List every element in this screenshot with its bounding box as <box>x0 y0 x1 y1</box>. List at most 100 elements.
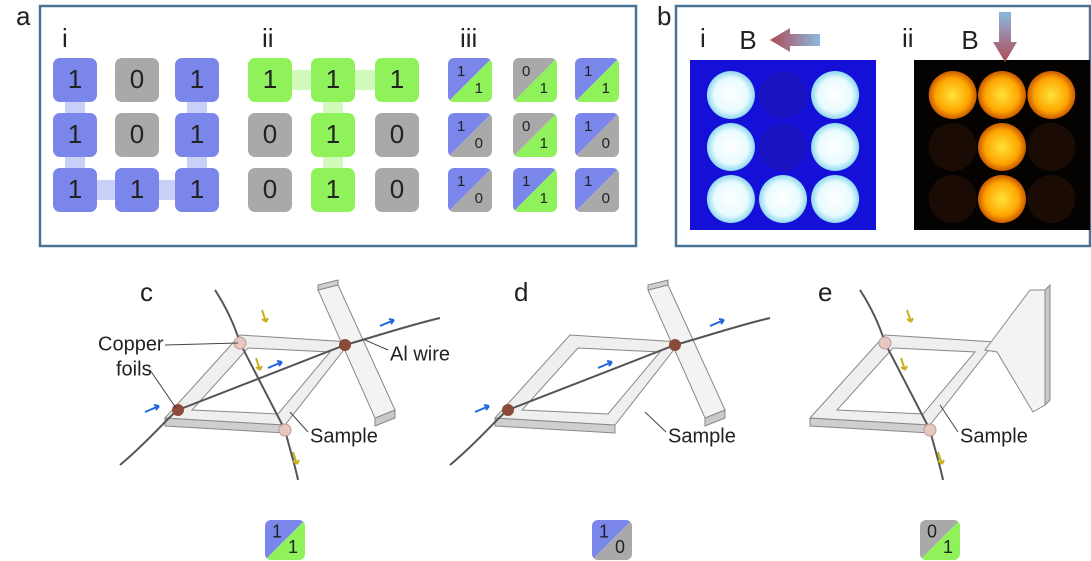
current-arrow <box>901 358 907 370</box>
leader-line <box>150 370 176 408</box>
lit-sample <box>707 175 755 223</box>
cell-digit: 1 <box>457 63 465 80</box>
cell-digit: 1 <box>457 173 465 190</box>
cell-digit: 1 <box>475 80 483 97</box>
cell-digit: 1 <box>943 537 953 557</box>
cell-digit: 1 <box>263 64 277 94</box>
cell-digit: 0 <box>475 135 483 152</box>
leader-line <box>645 412 666 432</box>
lit-sample <box>811 175 859 223</box>
cell-digit: 0 <box>390 174 404 204</box>
panel-label: d <box>514 277 528 307</box>
contact <box>502 404 514 416</box>
cell-digit: 1 <box>190 174 204 204</box>
cell-digit: 0 <box>615 537 625 557</box>
lit-sample <box>978 175 1026 223</box>
figure: a b c d e i101101111ii111010010iii110111… <box>0 0 1091 561</box>
annotation: Al wire <box>390 343 450 365</box>
dark-sample <box>1027 123 1075 171</box>
contact <box>879 337 891 349</box>
cell-digit: 0 <box>522 63 530 80</box>
cell-digit: 1 <box>584 118 592 135</box>
cell-digit: 0 <box>130 119 144 149</box>
leader-line <box>165 343 238 345</box>
cell-digit: 1 <box>288 537 298 557</box>
cell-digit: 0 <box>522 118 530 135</box>
cell-digit: 0 <box>130 64 144 94</box>
cell-digit: 1 <box>584 173 592 190</box>
dark-sample <box>929 175 977 223</box>
subpanel-label: ii <box>262 23 274 53</box>
current-arrow <box>475 405 489 412</box>
cell-digit: 1 <box>390 64 404 94</box>
cell-digit: 1 <box>68 64 82 94</box>
contact <box>669 339 681 351</box>
panel-label: b <box>657 1 671 31</box>
cell-digit: 1 <box>68 119 82 149</box>
cell-digit: 1 <box>602 80 610 97</box>
bar-side <box>1045 285 1050 405</box>
leader-line <box>365 340 388 350</box>
subpanel-label: i <box>700 23 706 53</box>
dark-sample <box>1027 175 1075 223</box>
field-arrow <box>770 28 820 52</box>
lit-sample <box>811 123 859 171</box>
cell-digit: 0 <box>602 190 610 207</box>
wire <box>215 290 298 480</box>
panel-label: c <box>140 277 153 307</box>
lit-sample <box>811 71 859 119</box>
leader-line <box>290 412 308 432</box>
field-label: B <box>961 25 978 55</box>
lit-sample <box>978 123 1026 171</box>
current-arrow <box>938 452 944 464</box>
cell-digit: 0 <box>927 522 937 542</box>
cell-digit: 0 <box>263 174 277 204</box>
bar <box>985 290 1045 412</box>
cell-digit: 1 <box>599 522 609 542</box>
cell-digit: 1 <box>326 64 340 94</box>
subpanel-label: ii <box>902 23 914 53</box>
cell-digit: 1 <box>522 173 530 190</box>
current-arrow <box>268 361 282 368</box>
dark-sample <box>759 71 807 119</box>
cell-digit: 1 <box>326 119 340 149</box>
cell-digit: 1 <box>326 174 340 204</box>
cell-digit: 0 <box>390 119 404 149</box>
annotation: Sample <box>668 425 736 447</box>
cell-digit: 1 <box>68 174 82 204</box>
current-arrow <box>256 358 262 370</box>
lit-sample <box>1027 71 1075 119</box>
cell-digit: 1 <box>190 119 204 149</box>
cell-digit: 0 <box>263 119 277 149</box>
contact <box>279 424 291 436</box>
current-arrow <box>907 310 913 322</box>
panel-label: a <box>16 1 31 31</box>
lit-sample <box>759 175 807 223</box>
body: a b c d e i101101111ii111010010iii110111… <box>0 0 1091 561</box>
cell-digit: 1 <box>540 190 548 207</box>
lit-sample <box>707 123 755 171</box>
frame <box>810 335 995 425</box>
contact <box>172 404 184 416</box>
lit-sample <box>929 71 977 119</box>
current-arrow <box>598 361 612 368</box>
annotation: Copper <box>98 333 164 355</box>
current-arrow <box>262 310 268 322</box>
dark-sample <box>759 123 807 171</box>
subpanel-label: iii <box>460 23 477 53</box>
page: {"panel_a": {"label": "a", "subpanels": … <box>0 0 1091 561</box>
field-label: B <box>739 25 756 55</box>
cell-digit: 1 <box>540 80 548 97</box>
wire <box>860 290 943 480</box>
cell-digit: 1 <box>130 174 144 204</box>
contact <box>924 424 936 436</box>
subpanel-label: i <box>62 23 68 53</box>
annotation: Sample <box>310 425 378 447</box>
lit-sample <box>707 71 755 119</box>
current-arrow <box>293 452 299 464</box>
leader-line <box>940 405 958 432</box>
cell-digit: 1 <box>584 63 592 80</box>
lit-sample <box>978 71 1026 119</box>
annotation: foils <box>116 358 152 380</box>
field-arrow <box>993 12 1017 62</box>
